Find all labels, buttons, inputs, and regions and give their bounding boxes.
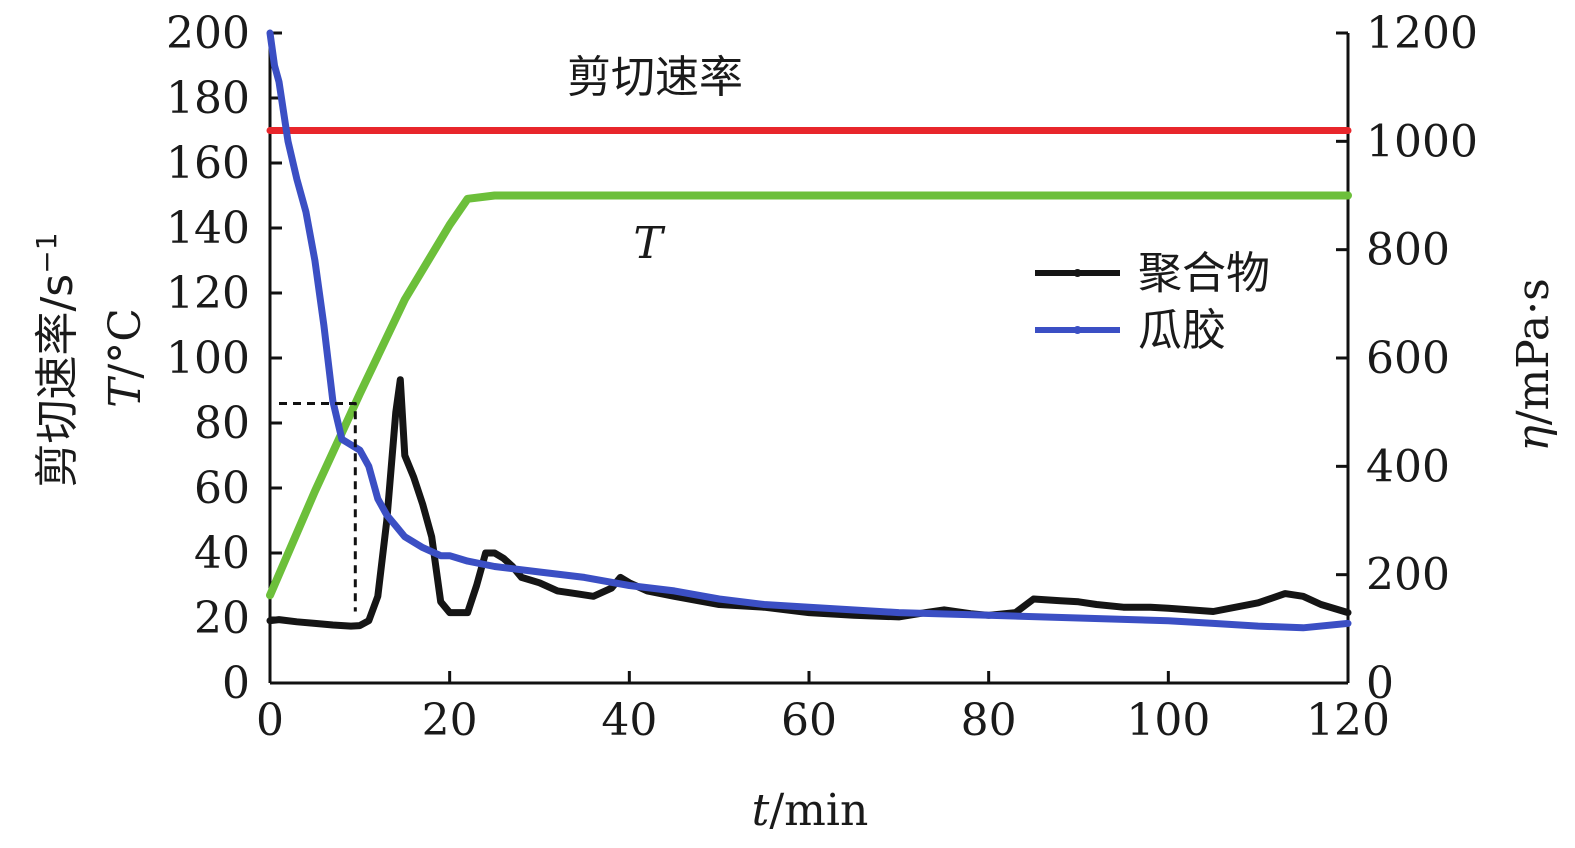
x-tick-label: 60 — [781, 695, 837, 746]
text-layer: 0 20 40 60 80 100 1200204060801001201401601802… — [30, 8, 1559, 836]
y-right-tick-label: 1000 — [1366, 116, 1478, 167]
y-left-title-sup: −1 — [30, 232, 63, 273]
x-tick-label: 120 — [1306, 695, 1390, 746]
y-right-title-unit: /mPa·s — [1508, 278, 1559, 425]
guar-series-line — [266, 29, 1352, 632]
y-left-title-var: T — [100, 375, 151, 408]
x-tick-label: 80 — [961, 695, 1017, 746]
y-left-tick-label: 200 — [166, 8, 250, 59]
x-axis-title-var: t — [752, 785, 770, 836]
y-left-tick-label: 20 — [194, 593, 250, 644]
legend-label: 瓜胶 — [1138, 305, 1226, 356]
series-layer — [266, 29, 1352, 632]
y-right-tick-label: 200 — [1366, 550, 1450, 601]
y-right-tick-label: 1200 — [1366, 8, 1478, 59]
x-axis-title: t/min — [752, 785, 869, 836]
polymer-series-line — [266, 376, 1352, 630]
legend-marker — [1073, 269, 1082, 277]
legend-marker — [1073, 326, 1082, 334]
y-left-tick-label: 0 — [222, 658, 250, 709]
y-left-tick-label: 140 — [166, 203, 250, 254]
y-left-tick-label: 180 — [166, 73, 250, 124]
x-tick-label: 0 — [256, 695, 284, 746]
y-left-title-text: 剪切速率/s — [32, 274, 83, 488]
legend-label: 聚合物 — [1138, 248, 1270, 299]
y-left-tick-label: 80 — [194, 398, 250, 449]
y-left-tick-label: 160 — [166, 138, 250, 189]
y-left-title-line1: 剪切速率/s−1 — [30, 232, 83, 487]
y-left-tick-label: 120 — [166, 268, 250, 319]
y-right-tick-label: 800 — [1366, 225, 1450, 276]
marker-series-line — [279, 402, 357, 612]
temperature-series-line — [266, 191, 1352, 600]
y-left-title-line2: T/°C — [100, 308, 151, 408]
y-right-title: η/mPa·s — [1508, 278, 1559, 451]
y-left-title-unit: /°C — [100, 308, 151, 379]
x-tick-label: 40 — [601, 695, 657, 746]
y-right-tick-label: 0 — [1366, 658, 1394, 709]
y-right-tick-label: 600 — [1366, 333, 1450, 384]
annotation-shear-rate: 剪切速率 — [567, 52, 743, 103]
y-right-tick-label: 400 — [1366, 441, 1450, 492]
x-tick-label: 100 — [1126, 695, 1210, 746]
x-axis-title-unit: /min — [769, 785, 868, 836]
x-tick-label: 20 — [422, 695, 478, 746]
annotation-temperature: T — [633, 218, 666, 269]
y-left-tick-label: 60 — [194, 463, 250, 514]
y-left-tick-label: 40 — [194, 528, 250, 579]
y-right-title-var: η — [1508, 425, 1559, 451]
y-left-tick-label: 100 — [166, 333, 250, 384]
